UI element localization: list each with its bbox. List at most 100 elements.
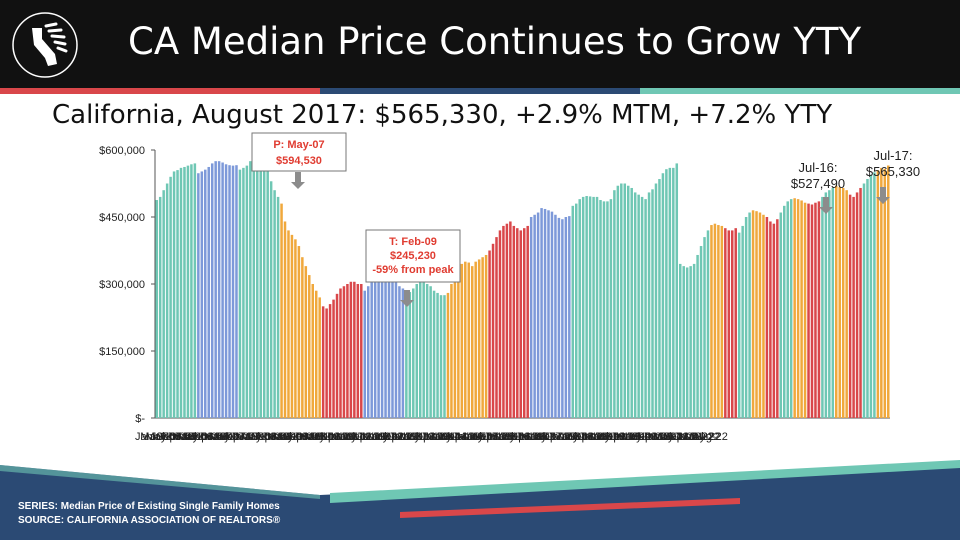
bar xyxy=(869,174,873,418)
bar xyxy=(734,228,737,418)
x-tick-label: Jan-09 xyxy=(262,431,296,443)
x-tick-label: Sep-18 xyxy=(568,431,603,443)
x-tick-label: Jul-20 xyxy=(626,431,656,443)
bar xyxy=(807,203,810,418)
bar xyxy=(668,167,672,418)
x-tick-label: Nov-19 xyxy=(605,431,640,443)
bar xyxy=(588,196,592,418)
bar xyxy=(228,165,231,418)
car-logo-icon xyxy=(12,12,78,78)
bar xyxy=(384,272,387,418)
bar xyxy=(214,161,217,419)
arrow-icon xyxy=(295,172,301,182)
bar xyxy=(862,183,866,418)
bar xyxy=(720,225,724,418)
x-tick-label: Mar-17 xyxy=(521,431,556,443)
bar xyxy=(845,190,848,418)
bar xyxy=(748,212,751,418)
bar xyxy=(224,164,228,418)
bar xyxy=(647,192,651,418)
bar xyxy=(335,293,339,418)
trough-text: -59% from peak xyxy=(372,264,454,276)
x-tick-label: Mar-21 xyxy=(648,431,683,443)
y-tick-label: $300,000 xyxy=(99,279,145,291)
bar xyxy=(637,194,640,418)
x-tick-label: Mar-13 xyxy=(394,431,429,443)
x-tick-label: Jul-19 xyxy=(595,431,625,443)
bar xyxy=(193,163,197,418)
bar xyxy=(786,201,789,418)
bar xyxy=(772,223,776,418)
bar xyxy=(675,163,679,418)
x-tick-label: Nov-11 xyxy=(352,431,387,443)
x-tick-label: Sep-20 xyxy=(632,431,667,443)
bar xyxy=(519,230,523,418)
arrow-head-icon xyxy=(876,197,890,204)
bar xyxy=(252,152,256,418)
bar xyxy=(297,246,301,418)
bar xyxy=(217,161,221,419)
footer-text: SERIES: Median Price of Existing Single … xyxy=(18,500,280,528)
bar xyxy=(512,225,516,418)
x-tick-label: Jan-13 xyxy=(389,431,423,443)
bar xyxy=(394,281,398,418)
x-tick-label: Mar-06 xyxy=(172,431,207,443)
x-tick-label: Nov-09 xyxy=(288,431,323,443)
x-tick-label: Aug-22 xyxy=(692,431,727,443)
bar xyxy=(498,230,502,418)
x-tick-label: May-21 xyxy=(653,431,690,443)
bar xyxy=(661,173,665,418)
bar xyxy=(654,183,658,418)
bar xyxy=(717,225,720,418)
bar xyxy=(883,168,887,418)
x-tick-label: Mar-15 xyxy=(457,431,492,443)
point-value: $527,490 xyxy=(791,176,845,191)
bar xyxy=(249,161,252,419)
x-tick-label: Jul-11 xyxy=(341,431,370,443)
trough-text: $245,230 xyxy=(390,250,436,262)
x-tick-label: May-13 xyxy=(399,431,436,443)
bar xyxy=(165,183,169,418)
bar xyxy=(266,167,269,418)
title-bar xyxy=(0,0,960,88)
x-tick-label: Nov-06 xyxy=(193,431,228,443)
bar xyxy=(221,162,224,418)
bar xyxy=(415,284,419,418)
bar xyxy=(204,169,207,418)
bar xyxy=(526,225,529,418)
bar xyxy=(477,259,481,418)
bar xyxy=(547,210,550,418)
bar xyxy=(796,199,800,418)
x-tick-label: Jan-06 xyxy=(167,431,201,443)
bar xyxy=(731,230,734,418)
x-tick-label: Nov-13 xyxy=(415,431,450,443)
x-tick-label: Mar-07 xyxy=(204,431,239,443)
chart-subtitle: California, August 2017: $565,330, +2.9%… xyxy=(52,100,833,130)
x-tick-label: Mar-22 xyxy=(679,431,714,443)
arrow-icon xyxy=(404,290,410,300)
peak-value: $594,530 xyxy=(276,155,322,167)
bar xyxy=(328,304,332,418)
bar xyxy=(457,266,460,418)
bar xyxy=(672,167,675,418)
x-tick-label: Jul-08 xyxy=(246,431,276,443)
x-tick-label: Mar-18 xyxy=(552,431,587,443)
x-tick-label: May-06 xyxy=(177,431,214,443)
bar xyxy=(755,211,758,418)
bar xyxy=(609,199,613,418)
bar xyxy=(155,200,158,418)
bar xyxy=(158,196,162,418)
bar xyxy=(314,290,318,418)
bar xyxy=(571,205,575,418)
x-tick-label: Sep-16 xyxy=(505,431,540,443)
x-tick-label: Jul-05 xyxy=(151,431,181,443)
x-tick-label: Jul-10 xyxy=(309,431,339,443)
bar xyxy=(269,181,273,418)
bar xyxy=(283,221,287,418)
bar xyxy=(353,281,356,418)
bar xyxy=(301,257,304,418)
bar xyxy=(439,295,443,418)
footer-banner xyxy=(0,460,960,540)
bar xyxy=(197,173,200,418)
x-tick-label: Nov-21 xyxy=(669,431,704,443)
